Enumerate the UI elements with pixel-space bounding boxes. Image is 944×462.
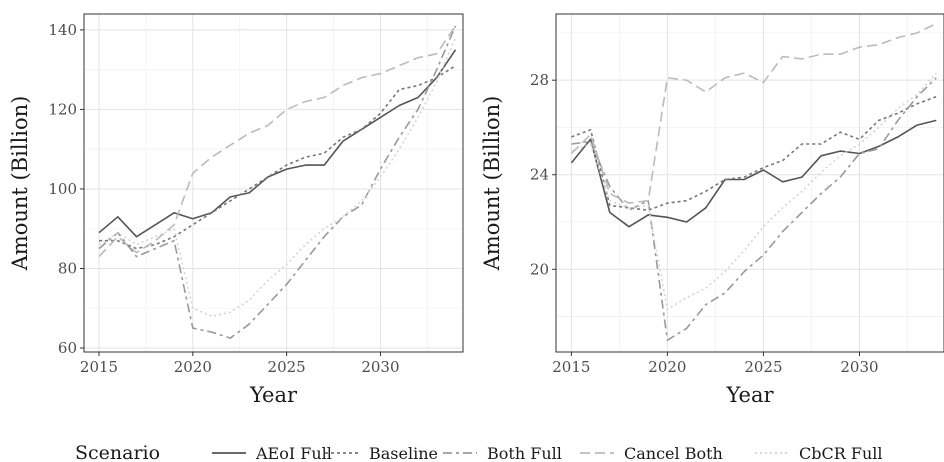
plot-area <box>556 14 944 352</box>
legend-item-baseline: Baseline <box>325 444 438 462</box>
x-tick-label: 2025 <box>744 358 782 376</box>
legend-label-cancel-both: Cancel Both <box>624 444 723 462</box>
panel-border <box>555 13 944 353</box>
x-tick-label: 2025 <box>268 358 306 376</box>
series-line-aeoi-full <box>98 49 457 238</box>
y-tick-label: 120 <box>48 100 77 118</box>
left-chart-panel: 2015 2020 2025 2030 60 80 100 120 140 Year Amount … <box>8 13 464 407</box>
y-tick-label: 80 <box>58 259 77 277</box>
x-tick-label: 2030 <box>840 358 878 376</box>
x-tick-label: 2030 <box>361 358 399 376</box>
legend-label-both-full: Both Full <box>487 444 562 462</box>
x-tick-label: 2020 <box>648 358 686 376</box>
series-line-both-full <box>571 77 937 342</box>
series-line-cancel-both <box>98 25 457 258</box>
x-tick-label: 2020 <box>174 358 212 376</box>
panel-border <box>83 13 464 353</box>
legend-item-cbcr-full: CbCR Full <box>755 444 883 462</box>
y-tick-label: 100 <box>48 180 77 198</box>
x-axis-title: Year <box>249 383 298 407</box>
y-tick-label: 140 <box>48 21 77 39</box>
y-tick-label: 20 <box>530 260 549 278</box>
series-line-both-full <box>98 25 457 339</box>
y-tick-label: 28 <box>530 71 549 89</box>
x-tick-label: 2015 <box>80 358 118 376</box>
legend-label-cbcr-full: CbCR Full <box>799 444 883 462</box>
legend-title: Scenario <box>75 442 160 462</box>
series-line-baseline <box>99 65 456 250</box>
x-axis-title: Year <box>725 383 774 407</box>
y-tick-label: 60 <box>58 339 77 357</box>
series-line-aeoi-full <box>570 119 937 228</box>
y-tick-label: 24 <box>530 166 549 184</box>
y-axis-title: Amount (Billion) <box>480 96 504 272</box>
legend-item-both-full: Both Full <box>443 444 562 462</box>
right-chart-panel: 2015 2020 2025 2030 20 24 28 Year Amount (Billio… <box>480 13 944 407</box>
legend-item-aeoi-full: AEoI Full <box>212 444 332 462</box>
series-line-cancel-both <box>570 22 937 204</box>
legend-item-cancel-both: Cancel Both <box>580 444 723 462</box>
plot-area <box>84 14 463 352</box>
legend-label-baseline: Baseline <box>369 444 438 462</box>
legend: Scenario AEoI Full Baseline Both Full Cance… <box>75 442 883 462</box>
y-axis-title: Amount (Billion) <box>8 96 32 272</box>
x-tick-label: 2015 <box>552 358 590 376</box>
legend-label-aeoi-full: AEoI Full <box>255 444 332 462</box>
